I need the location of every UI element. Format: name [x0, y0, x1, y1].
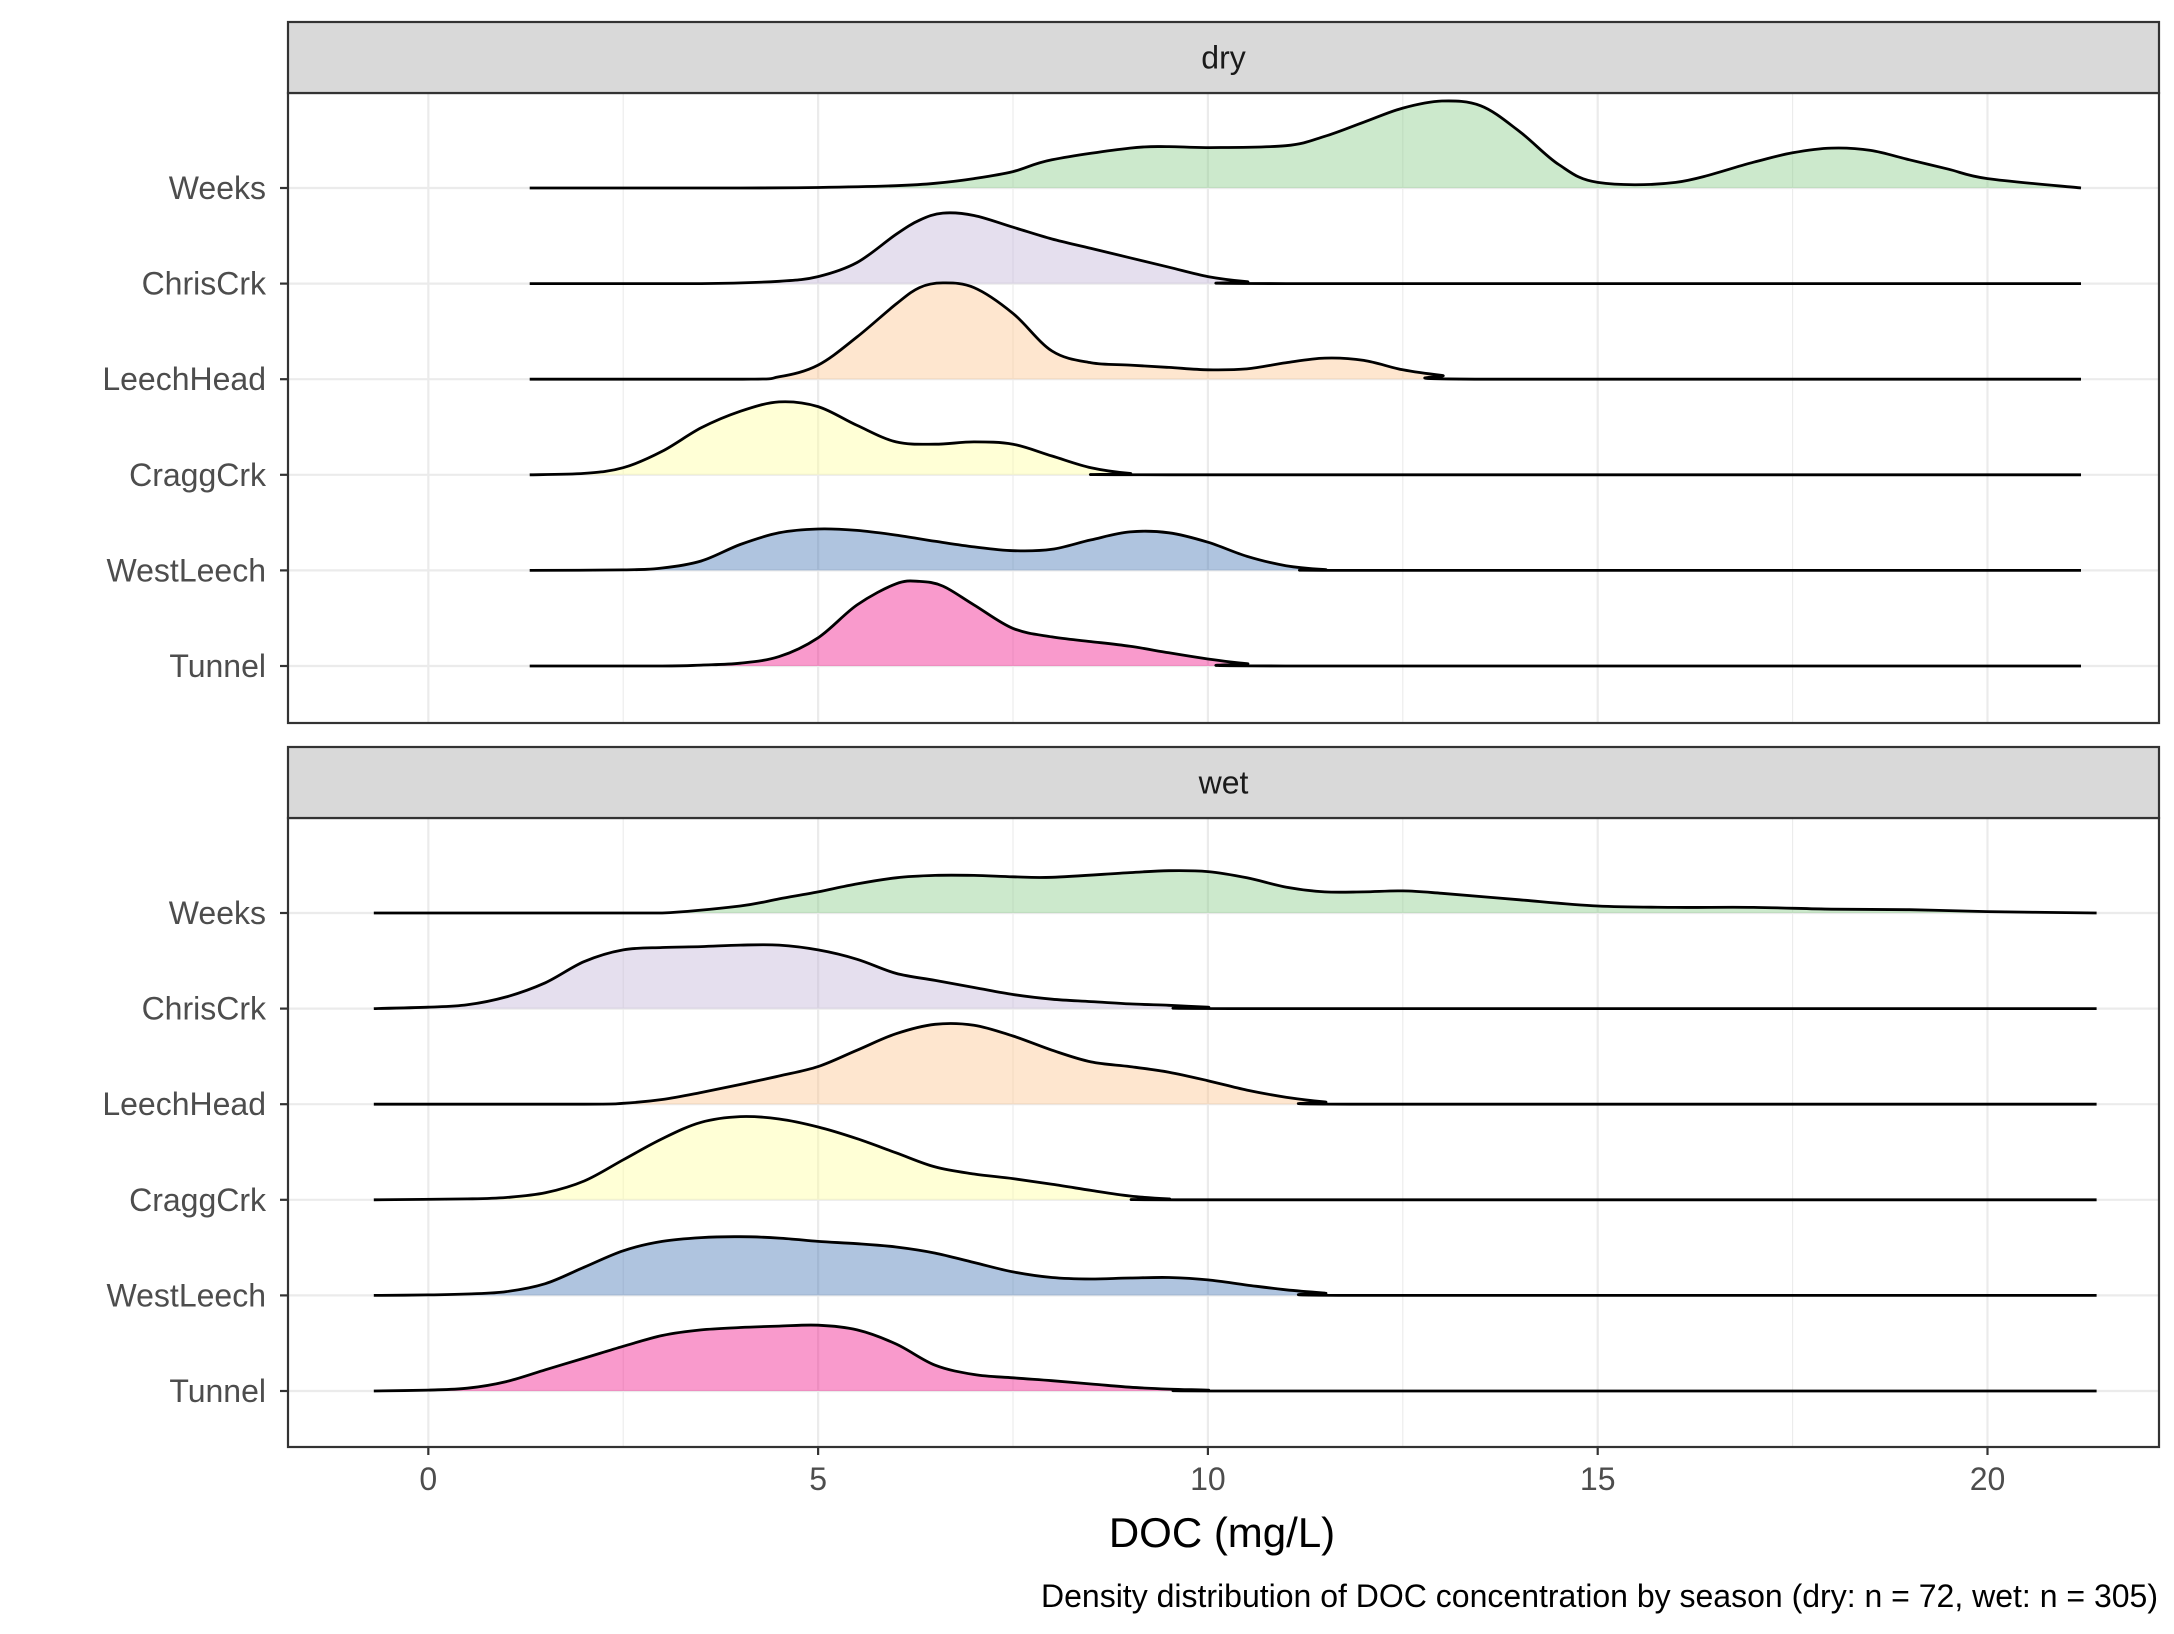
ridge-line-dry-Weeks: [529, 99, 2082, 190]
ridge-line-wet-Weeks: [373, 869, 2097, 915]
y-tick-label: WestLeech: [107, 552, 267, 588]
x-tick-label: 10: [1190, 1461, 1226, 1497]
x-tick-label: 0: [419, 1461, 437, 1497]
ridge-line-wet-Tunnel: [373, 1323, 2097, 1393]
y-tick-label: Tunnel: [169, 648, 266, 684]
ridge-line-dry-ChrisCrk: [529, 211, 2081, 286]
ridge-fill-dry-LeechHead: [529, 282, 2082, 380]
ridge-fill-dry-CraggCrk: [529, 401, 2082, 475]
panel-wet: wet Weeks ChrisCrk LeechHead CraggCrk WestLee…: [102, 745, 2161, 1449]
ridge-line-dry-Tunnel: [529, 579, 2081, 668]
y-tick-label: LeechHead: [102, 1086, 266, 1122]
ridge-fill-wet-ChrisCrk: [373, 944, 2097, 1009]
y-tick-label: LeechHead: [102, 361, 266, 397]
ridge-fill-wet-CraggCrk: [373, 1116, 2097, 1200]
y-tick-label: Weeks: [169, 895, 266, 931]
y-tick-label: Weeks: [169, 170, 266, 206]
ridge-line-wet-CraggCrk: [373, 1115, 2097, 1202]
facet-strip: [286, 20, 2161, 95]
y-tick-label: ChrisCrk: [142, 266, 267, 302]
ridge-line-dry-LeechHead: [529, 281, 2081, 381]
ridge-line-wet-LeechHead: [373, 1022, 2097, 1106]
x-tick-label: 15: [1580, 1461, 1616, 1497]
ridge-fill-dry-Tunnel: [529, 580, 2082, 666]
x-tick-label: 5: [809, 1461, 827, 1497]
ridge-fill-wet-WestLeech: [373, 1236, 2097, 1296]
ridge-line-dry-WestLeech: [529, 527, 2081, 572]
panel-dry: dry Weeks ChrisCrk LeechHead CraggCrk WestLee…: [102, 20, 2161, 725]
facet-strip: [286, 745, 2161, 820]
ridge-line-wet-WestLeech: [373, 1235, 2097, 1297]
panel-background: [288, 93, 2159, 723]
facet-strip-label: dry: [1201, 40, 1245, 76]
x-tick-label: 20: [1970, 1461, 2006, 1497]
chart-caption: Density distribution of DOC concentratio…: [1041, 1578, 2158, 1614]
facet-strip-label: wet: [1198, 765, 1249, 801]
y-tick-label: ChrisCrk: [142, 991, 267, 1027]
y-tick-label: WestLeech: [107, 1277, 267, 1313]
ridge-fill-dry-Weeks: [529, 100, 2082, 188]
ridge-fill-wet-Weeks: [373, 870, 2097, 913]
y-tick-label: CraggCrk: [129, 457, 267, 493]
ridge-fill-wet-LeechHead: [373, 1023, 2097, 1105]
panels-layer: dry Weeks ChrisCrk LeechHead CraggCrk WestLee…: [102, 20, 2161, 1449]
panel-background: [288, 818, 2159, 1447]
ridge-fill-dry-ChrisCrk: [529, 212, 2082, 284]
x-axis: 0 5 10 15 20: [419, 1447, 2005, 1497]
ridge-fill-wet-Tunnel: [373, 1325, 2097, 1391]
y-tick-label: Tunnel: [169, 1373, 266, 1409]
ridge-line-dry-CraggCrk: [529, 400, 2081, 477]
y-tick-label: CraggCrk: [129, 1182, 267, 1218]
x-axis-title: DOC (mg/L): [1109, 1509, 1335, 1556]
ridge-line-wet-ChrisCrk: [373, 943, 2097, 1011]
